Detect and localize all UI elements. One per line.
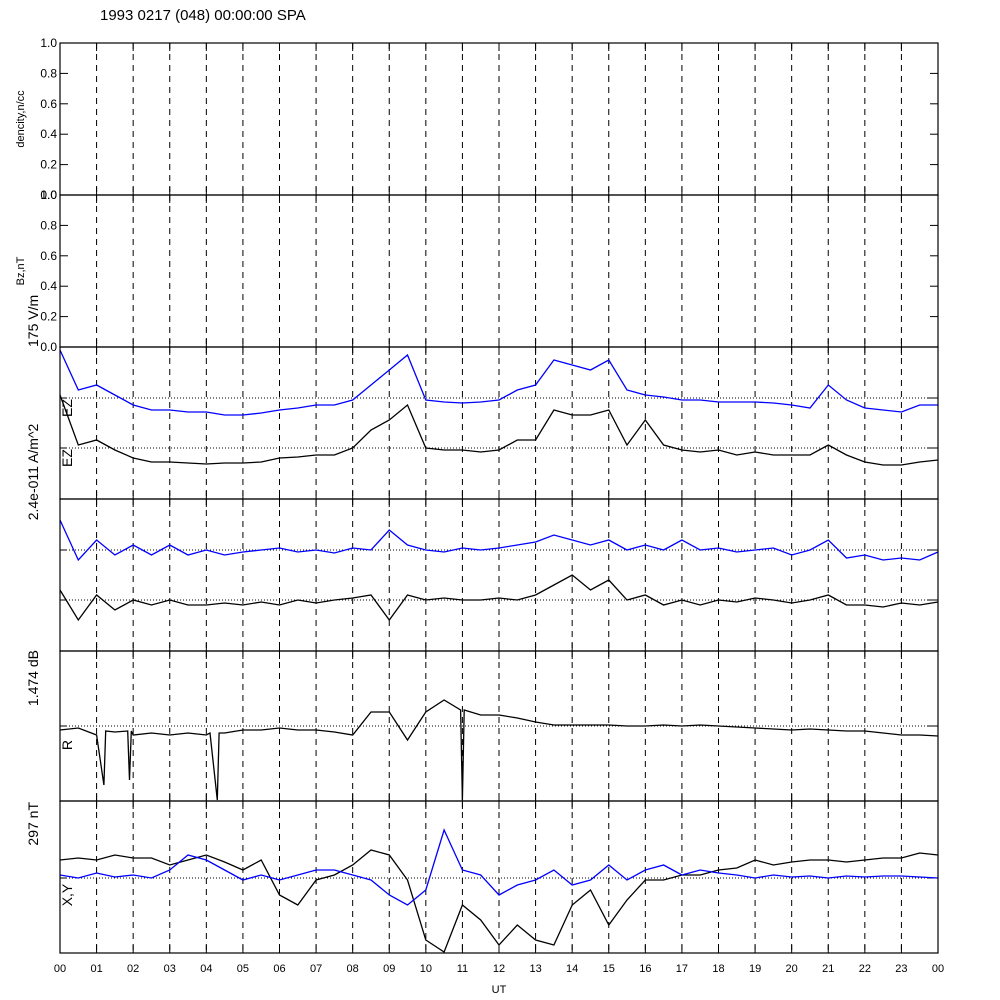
panel-annotation: R: [59, 740, 75, 750]
y-tick-label: 0.6: [40, 249, 57, 263]
x-tick-label: 12: [493, 963, 505, 975]
y-tick-label: 0.2: [40, 310, 57, 324]
x-tick-label: 00: [932, 963, 944, 975]
panel-annotation: 2.4e-011 A/m^2: [25, 423, 41, 520]
x-tick-label: 19: [749, 963, 761, 975]
x-tick-label: 10: [420, 963, 432, 975]
trace: [59, 849, 939, 953]
x-tick-label: 09: [383, 963, 395, 975]
x-tick-label: 11: [457, 963, 468, 975]
x-tick-label: 08: [347, 963, 359, 975]
x-axis-label: UT: [492, 984, 507, 996]
y-tick-label: 0.8: [40, 218, 57, 232]
y-tick-label: 0.8: [40, 66, 57, 80]
x-tick-label: 17: [676, 963, 688, 975]
x-tick-label: 22: [859, 963, 871, 975]
panel-annotation: 297 nT: [25, 802, 41, 846]
title: 1993 0217 (048) 00:00:00 SPA: [100, 7, 306, 24]
x-tick-label: 03: [164, 963, 176, 975]
x-tick-label: 23: [895, 963, 907, 975]
trace: [59, 349, 938, 416]
x-tick-label: 02: [127, 963, 139, 975]
x-tick-label: 14: [566, 963, 578, 975]
x-tick-label: 13: [529, 963, 541, 975]
x-tick-label: 00: [54, 963, 66, 975]
x-tick-label: 18: [712, 963, 724, 975]
y-tick-label: 0.4: [40, 127, 57, 141]
x-tick-label: 20: [786, 963, 798, 975]
panel-annotation: 175 V/m: [25, 295, 41, 347]
panel-annotation: EZ: [59, 399, 75, 417]
x-tick-label: 21: [822, 963, 834, 975]
y-tick-label: 0.2: [40, 158, 57, 172]
panel-annotation: 1.474 dB: [25, 650, 41, 706]
y-tick-label: 0.0: [40, 340, 57, 354]
x-tick-label: 06: [273, 963, 285, 975]
trace: [59, 394, 939, 466]
x-tick-label: 16: [639, 963, 651, 975]
trace: [59, 699, 939, 801]
trace: [59, 574, 939, 622]
y-tick-label: 0.4: [40, 279, 57, 293]
y-axis-label: dencity,n/cc: [15, 90, 27, 148]
x-tick-label: 07: [310, 963, 322, 975]
panel-frame: [59, 800, 939, 954]
y-tick-label: 0.0: [40, 188, 57, 202]
trace: [59, 828, 939, 906]
y-axis-label: Bz,nT: [15, 256, 27, 285]
y-tick-label: 0.6: [40, 97, 57, 111]
x-tick-label: 15: [603, 963, 615, 975]
y-tick-label: 1.0: [40, 188, 57, 202]
panel-annotation: EZ: [59, 449, 75, 467]
trace: [59, 519, 939, 562]
panel-annotation: X,Y: [59, 883, 75, 906]
x-tick-label: 04: [200, 963, 212, 975]
x-tick-label: 01: [90, 963, 102, 975]
x-tick-label: 05: [237, 963, 249, 975]
y-tick-label: 1.0: [40, 36, 57, 50]
